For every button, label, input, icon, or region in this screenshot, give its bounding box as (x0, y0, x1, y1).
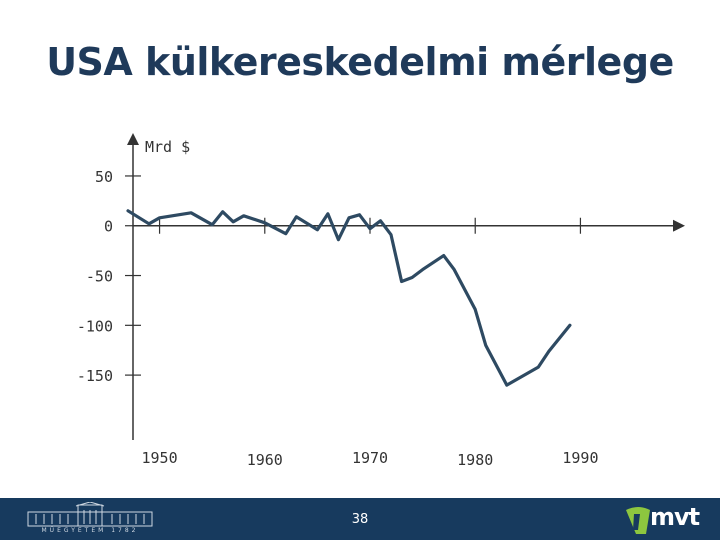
data-point (126, 209, 130, 213)
data-point (421, 268, 424, 271)
page-number: 38 (351, 512, 369, 527)
ticks: 50 0 -50 -100 -150 1950 1960 1970 1980 1990 (77, 168, 599, 469)
data-point (242, 214, 245, 217)
data-point (221, 210, 224, 214)
y-tick-label: -50 (86, 268, 113, 286)
data-point (210, 223, 214, 226)
data-point (263, 221, 266, 224)
data-point (189, 211, 193, 214)
mvt-logo-text: mvt (650, 503, 700, 531)
series (126, 209, 572, 387)
data-point (368, 227, 372, 230)
data-point (484, 344, 487, 347)
y-tick-label: 50 (95, 168, 113, 186)
data-point (347, 216, 351, 219)
data-point (389, 233, 393, 236)
data-point (410, 276, 414, 279)
data-point (379, 219, 382, 222)
y-tick-label: -150 (77, 367, 113, 385)
data-point (474, 308, 477, 311)
axes (127, 133, 685, 440)
y-tick-label: -100 (77, 317, 113, 335)
series-line-0 (126, 209, 572, 387)
x-tick-label: 1950 (142, 449, 178, 467)
x-tick-label: 1980 (457, 451, 493, 469)
data-point (400, 280, 403, 283)
university-logo-icon (27, 502, 153, 527)
data-point (326, 212, 330, 215)
data-point (537, 365, 540, 369)
data-point (232, 220, 235, 223)
trade-balance-chart: 50 0 -50 -100 -150 1950 1960 1970 1980 1990 Mrd $ (77, 133, 685, 469)
x-tick-label: 1990 (562, 449, 598, 467)
data-point (316, 228, 319, 231)
x-tick-label: 1960 (247, 451, 283, 469)
y-tick-label: 0 (104, 218, 113, 236)
data-point (452, 268, 456, 271)
footer-bar: MŰEGYETEM 1782 38 mvt (0, 498, 720, 540)
mvt-logo-icon (626, 507, 650, 534)
data-point (442, 254, 445, 257)
data-point (568, 324, 572, 327)
data-point (147, 222, 151, 225)
y-axis-label: Mrd $ (145, 138, 190, 156)
data-point (337, 238, 340, 241)
data-point (358, 213, 361, 216)
data-point (547, 350, 551, 353)
data-point (505, 383, 508, 387)
x-tick-label: 1970 (352, 449, 388, 467)
page-title: USA külkereskedelmi mérlege (46, 40, 674, 84)
data-point (158, 216, 161, 219)
data-point (295, 215, 298, 218)
data-point (284, 232, 288, 235)
university-caption: MŰEGYETEM 1782 (41, 527, 139, 534)
